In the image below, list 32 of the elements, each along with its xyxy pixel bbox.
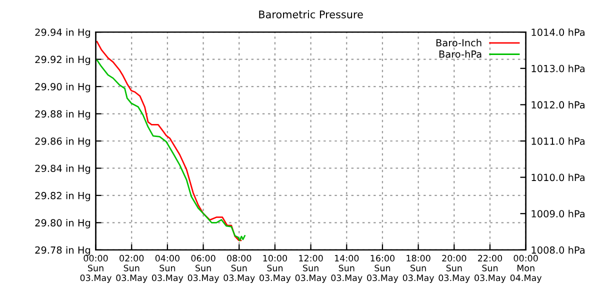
y-tick-label: 29.78 in Hg bbox=[35, 246, 90, 256]
chart-title: Barometric Pressure bbox=[259, 10, 363, 18]
y2-tick-label: 1009.0 hPa bbox=[532, 210, 584, 218]
y2-tick-label: 1014.0 hPa bbox=[532, 28, 584, 36]
y-tick-label: 29.82 in Hg bbox=[35, 192, 90, 202]
x-tick-label: 18:00 Sun 03.May bbox=[402, 254, 434, 283]
x-tick-label: 08:00 Sun 03.May bbox=[224, 254, 255, 283]
y-tick-label: 29.88 in Hg bbox=[35, 110, 90, 120]
y2-tick-label: 1011.0 hPa bbox=[532, 137, 584, 145]
x-tick-label: 06:00 Sun 03.May bbox=[188, 254, 220, 283]
y-tick-label: 29.90 in Hg bbox=[35, 82, 90, 92]
x-tick-label: 04:00 Sun 03.May bbox=[152, 254, 184, 283]
y-tick-label: 29.84 in Hg bbox=[35, 164, 90, 174]
x-tick-label: 22:00 Sun 03.May bbox=[474, 254, 506, 283]
y2-tick-label: 1013.0 hPa bbox=[532, 64, 584, 72]
x-tick-label: 00:00 Mon 04.May bbox=[510, 254, 542, 283]
y-tick-label: 29.94 in Hg bbox=[35, 28, 90, 38]
x-tick-label: 00:00 Sun 03.May bbox=[80, 254, 112, 283]
y2-tick-label: 1008.0 hPa bbox=[532, 246, 584, 254]
y2-tick-label: 1010.0 hPa bbox=[532, 174, 584, 182]
y2-tick-label: 1012.0 hPa bbox=[532, 101, 584, 109]
x-tick-label: 10:00 Sun 03.May bbox=[260, 254, 291, 283]
x-tick-label: 16:00 Sun 03.May bbox=[367, 254, 398, 283]
y-tick-label: 29.80 in Hg bbox=[35, 218, 90, 228]
x-tick-label: 12:00 Sun 03.May bbox=[295, 254, 327, 283]
x-tick-label: 02:00 Sun 03.May bbox=[116, 254, 148, 283]
y-tick-label: 29.92 in Hg bbox=[35, 56, 90, 66]
y-tick-label: 29.86 in Hg bbox=[35, 137, 90, 147]
x-tick-label: 20:00 Sun 03.May bbox=[438, 254, 470, 283]
legend-label: Baro-Inch bbox=[436, 38, 482, 46]
legend-label: Baro-hPa bbox=[439, 50, 482, 58]
x-tick-label: 14:00 Sun 03.May bbox=[331, 254, 362, 283]
